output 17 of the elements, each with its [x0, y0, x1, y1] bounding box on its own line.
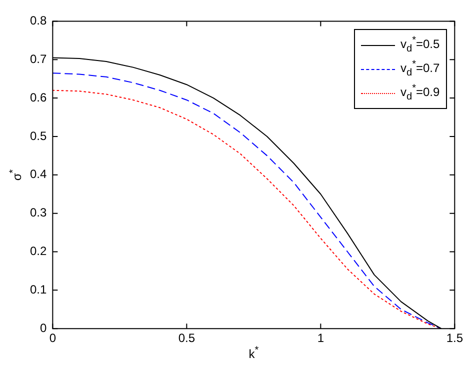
y-tick-label: 0.4	[30, 167, 47, 182]
x-tick-label: 1.5	[446, 331, 464, 346]
x-tick-label: 1	[317, 331, 324, 346]
legend-label: v$_{d}$$^{*}$=0.9	[400, 83, 440, 103]
y-tick-label: 0.1	[30, 282, 47, 296]
y-tick-label: 0.2	[30, 244, 47, 258]
y-tick-label: 0.8	[30, 14, 47, 28]
y-tick-label: 0.7	[30, 52, 47, 66]
legend-label: v$_{d}$$^{*}$=0.5	[400, 35, 440, 55]
y-tick-label: 0.3	[30, 206, 47, 220]
y-tick-label: 0.5	[30, 128, 47, 143]
x-axis-title: k$^{*}$	[248, 345, 259, 361]
legend-label: v$_{d}$$^{*}$=0.7	[400, 59, 440, 79]
y-tick-label: 0	[40, 320, 47, 335]
y-tick-label: 0.6	[30, 90, 47, 104]
x-tick-label: 0	[49, 331, 56, 346]
x-tick-label: 0.5	[178, 331, 196, 346]
